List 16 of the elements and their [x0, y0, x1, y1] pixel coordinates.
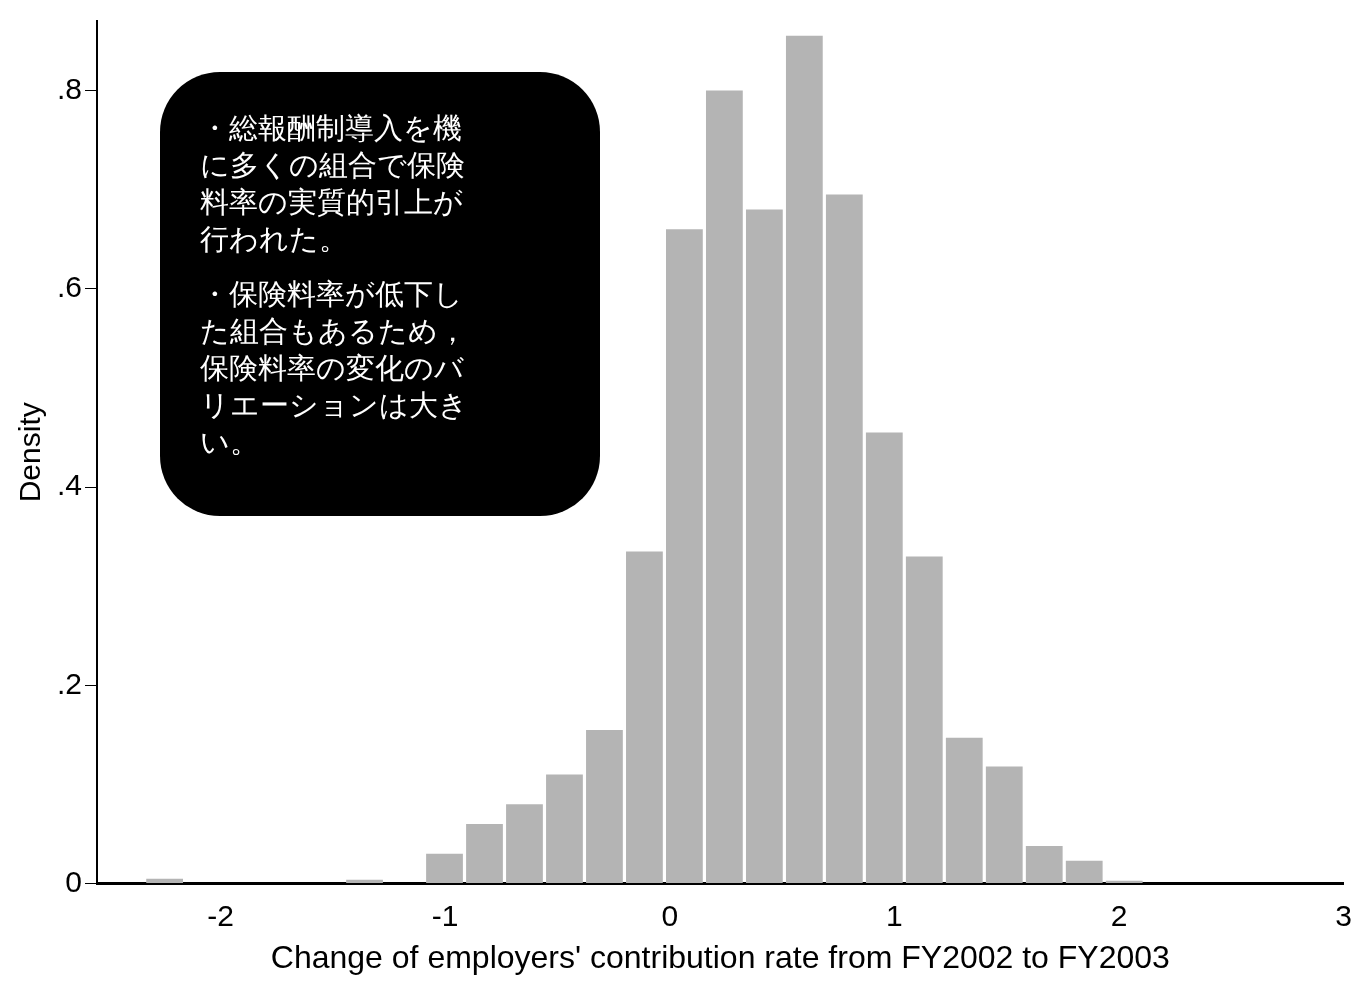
x-tick-label: 3: [1335, 898, 1352, 932]
y-axis-title: Density: [13, 402, 47, 503]
x-tick-label: 2: [1110, 898, 1128, 932]
x-tick-label: -2: [207, 898, 234, 932]
y-tick-label: .2: [56, 666, 83, 700]
y-tick-label: .8: [56, 71, 83, 105]
x-tick-label: 0: [661, 898, 679, 932]
callout-box: ・総報酬制導入を機に多くの組合で保険料率の実質的引上が行われた。 ・保険料率が低下した組合もあるため，保険料率の変化のバリエーションは大きい。: [160, 72, 600, 516]
y-tick-label: 0: [65, 864, 83, 898]
x-tick-label: -1: [431, 898, 459, 932]
annotation: ・総報酬制導入を機に多くの組合で保険料率の実質的引上が行われた。: [200, 110, 466, 258]
y-tick-label: .4: [56, 468, 83, 502]
x-axis-title: Change of employers' contribution rate from FY2002 to FY2003: [270, 938, 1170, 975]
y-tick-label: .6: [56, 269, 83, 303]
x-tick-label: 1: [886, 898, 903, 932]
annotation: ・保険料率が低下した組合もあるため，保険料率の変化のバリエーションは大きい。: [200, 276, 469, 461]
